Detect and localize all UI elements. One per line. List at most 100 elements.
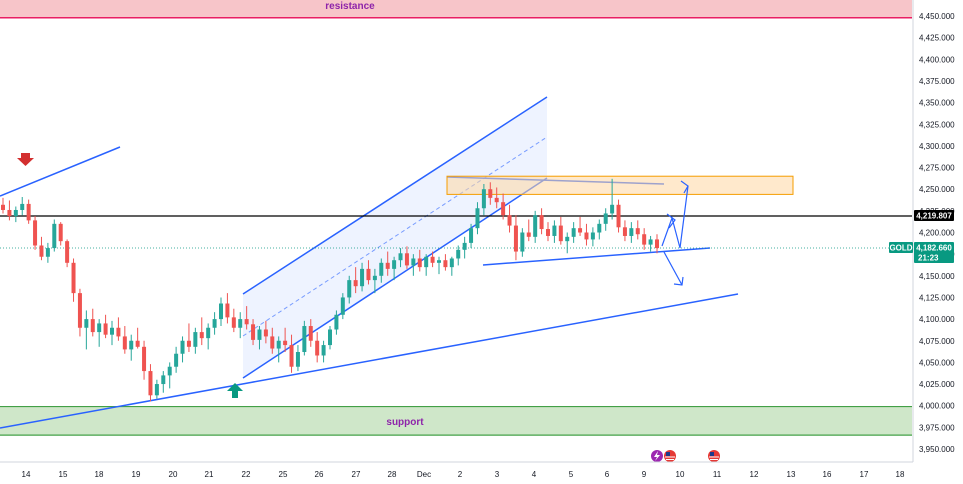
symbol-tag (889, 242, 913, 253)
projection-path-up (661, 185, 689, 249)
candle-down (642, 234, 647, 245)
candle-up (340, 297, 345, 315)
candle-down (103, 323, 108, 335)
candle-up (154, 384, 159, 396)
candle-down (135, 340, 140, 347)
candle-down (122, 336, 127, 350)
candle-up (360, 268, 365, 287)
candle-up (571, 228, 576, 237)
candle-up (481, 189, 486, 209)
candle-up (238, 319, 243, 328)
candle-down (616, 204, 621, 228)
candle-down (148, 371, 153, 396)
triangle-lower-line[interactable] (482, 247, 711, 266)
candle-up (629, 228, 634, 236)
flag-canton-icon (666, 452, 670, 456)
date-tick-label: 5 (569, 470, 574, 479)
candle-up (392, 260, 397, 269)
candle-up (475, 208, 480, 229)
candle-down (142, 346, 147, 372)
candle-down (289, 345, 294, 367)
price-tick-label: 4,425.000 (919, 34, 955, 43)
candle-up (437, 260, 441, 263)
candle-down (283, 340, 288, 346)
candle-up (603, 213, 608, 224)
candle-down (71, 262, 76, 294)
date-tick-label: 20 (169, 470, 178, 479)
date-tick-label: 17 (860, 470, 869, 479)
channel-upper-line[interactable] (242, 96, 548, 295)
date-tick-label: 25 (279, 470, 288, 479)
candle-up (97, 323, 102, 333)
date-tick-label: 28 (388, 470, 397, 479)
candle-up (398, 253, 403, 261)
candle-down (7, 209, 12, 217)
candle-up (45, 248, 50, 257)
candle-down (199, 332, 204, 339)
candle-up (597, 223, 602, 233)
upper-left-trendline[interactable] (0, 146, 121, 197)
candle-down (526, 232, 531, 237)
candle-down (65, 241, 70, 263)
candle-up (520, 232, 525, 252)
date-tick-label: 6 (605, 470, 610, 479)
candle-down (270, 336, 275, 349)
key-level-price-tag (914, 210, 954, 221)
date-tick-label: 10 (676, 470, 685, 479)
candle-up (161, 375, 166, 385)
date-tick-label: 19 (132, 470, 141, 479)
overlay-layer (17, 153, 720, 462)
candle-down (507, 215, 512, 226)
candle-down (33, 220, 38, 246)
candle-down (251, 324, 256, 340)
candle-up (347, 280, 352, 298)
supply-zone-box[interactable] (446, 175, 794, 195)
date-tick-label: 22 (242, 470, 251, 479)
resistance-label: resistance (325, 1, 375, 12)
candle-up (379, 262, 384, 276)
candle-down (584, 232, 589, 240)
candle-down (231, 317, 236, 328)
candle-up (424, 256, 429, 268)
price-tick-label: 4,400.000 (919, 55, 955, 64)
lightning-glyph-icon (654, 451, 660, 461)
candle-down (635, 228, 640, 235)
down-arrow-marker-icon (17, 153, 34, 166)
candle-down (58, 223, 63, 242)
price-tick-label: 4,275.000 (919, 164, 955, 173)
last-price-tag (914, 242, 954, 263)
candle-up (180, 340, 185, 354)
candle-down (546, 229, 550, 236)
bar-countdown-text: 21:23 (918, 254, 939, 263)
date-tick-label: 18 (95, 470, 104, 479)
price-tick-label: 4,250.000 (919, 185, 955, 194)
candle-down (26, 203, 31, 221)
candle-down (494, 197, 499, 203)
candle-down (443, 260, 448, 268)
candle-down (558, 225, 563, 242)
candle-up (110, 327, 114, 335)
key-level-price-text: 4,219.807 (916, 212, 952, 221)
candle-up (590, 232, 595, 240)
candle-down (404, 253, 409, 266)
candle-up (20, 203, 25, 210)
channel-lower-line[interactable] (242, 177, 548, 379)
candle-up (174, 353, 179, 367)
candle-down (308, 326, 313, 341)
rising-support-trendline[interactable] (0, 293, 739, 429)
drawing-layer[interactable] (0, 96, 912, 429)
candle-down (77, 293, 82, 328)
candle-down (385, 262, 390, 269)
candle-up (193, 332, 198, 347)
candle-down (244, 319, 249, 325)
price-tick-label: 4,325.000 (919, 120, 955, 129)
candle-up (334, 314, 339, 330)
date-tick-label: Dec (417, 470, 431, 479)
date-tick-label: 12 (750, 470, 759, 479)
price-axis[interactable]: 4,450.000 4,425.000 4,400.000 4,375.000 4,35… (889, 0, 955, 462)
time-axis[interactable]: 14 15 18 19 20 21 22 25 26 27 28 Dec 2 3 4 5 6 9 10 11 12 13 1… (0, 461, 913, 479)
candle-down (353, 280, 358, 287)
price-tick-label: 4,450.000 (919, 12, 955, 21)
candle-down (39, 245, 44, 257)
